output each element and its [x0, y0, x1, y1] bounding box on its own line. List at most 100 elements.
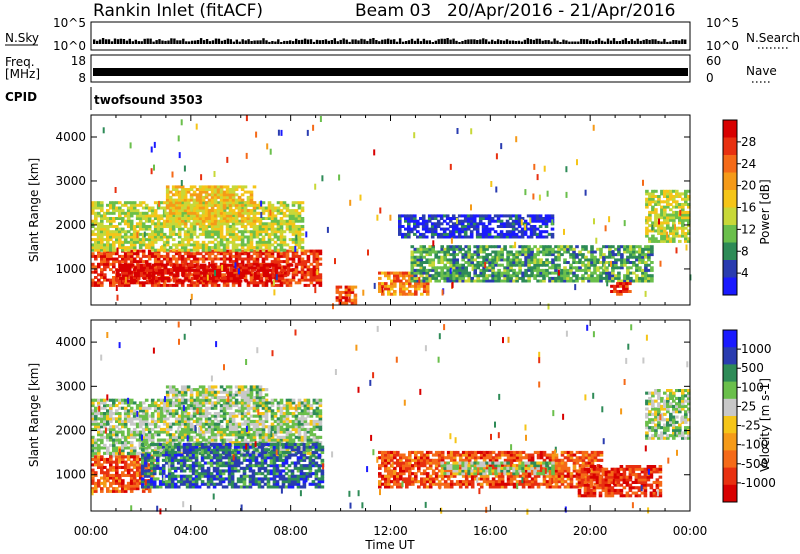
heatmap-cell — [288, 281, 293, 285]
heatmap-cell — [141, 417, 146, 421]
heatmap-cell — [129, 225, 134, 228]
heatmap-cell — [602, 271, 606, 275]
heatmap-cell — [467, 263, 471, 267]
heatmap-cell — [651, 229, 655, 233]
heatmap-cell — [675, 213, 679, 217]
heatmap-cell — [231, 185, 236, 189]
nsky-bar — [336, 41, 339, 44]
heatmap-cell — [542, 261, 546, 264]
heatmap-cell — [312, 273, 317, 277]
heatmap-cell — [201, 449, 206, 453]
heatmap-cell — [449, 263, 453, 267]
heatmap-cell — [613, 290, 617, 293]
heatmap-cell — [94, 248, 98, 252]
heatmap-cell — [560, 274, 564, 278]
heatmap-cell — [584, 266, 588, 270]
nsky-bar — [550, 41, 553, 44]
heatmap-cell — [234, 243, 239, 247]
heatmap-cell — [100, 422, 104, 426]
heatmap-cell — [150, 248, 155, 252]
heatmap-cell — [288, 209, 293, 213]
heatmap-cell — [180, 449, 185, 453]
heatmap-cell — [669, 203, 673, 206]
heatmap-cell — [168, 203, 173, 207]
heatmap-cell — [264, 230, 269, 234]
heatmap-cell — [186, 214, 191, 218]
nsky-bar — [446, 38, 449, 44]
heatmap-cell — [135, 430, 140, 434]
heatmap-cell — [288, 225, 293, 228]
heatmap-cell — [413, 250, 418, 254]
heatmap-cell — [535, 217, 540, 220]
heatmap-cell — [195, 262, 200, 266]
heatmap-cell — [241, 274, 246, 278]
heatmap-cell — [294, 219, 299, 223]
heatmap-cell — [276, 206, 281, 210]
heatmap-cell — [411, 292, 415, 296]
heatmap-cell — [201, 422, 206, 426]
heatmap-cell — [381, 282, 385, 286]
heatmap-cell — [144, 238, 149, 242]
heatmap-cell — [181, 271, 186, 275]
heatmap-cell — [228, 217, 233, 220]
heatmap-cell — [500, 250, 504, 254]
heatmap-cell — [162, 427, 167, 431]
heatmap-cell — [496, 256, 499, 263]
heatmap-cell — [165, 433, 170, 437]
nsky-bar — [461, 41, 464, 44]
heatmap-cell — [318, 252, 323, 256]
heatmap-cell — [554, 263, 558, 267]
heatmap-cell — [175, 263, 180, 267]
heatmap-cell — [506, 261, 510, 264]
heatmap-cell — [153, 217, 158, 220]
heatmap-cell — [210, 235, 215, 239]
heatmap-cell — [147, 243, 152, 247]
heatmap-cell — [297, 260, 302, 264]
heatmap-cell — [97, 246, 101, 250]
heatmap-cell — [148, 266, 153, 270]
heatmap-cell — [479, 250, 483, 254]
heatmap-cell — [262, 271, 267, 275]
heatmap-cell — [123, 422, 128, 426]
heatmap-cell — [121, 433, 125, 437]
heatmap-cell — [622, 284, 626, 288]
heatmap-cell — [523, 222, 528, 226]
heatmap-cell — [258, 219, 263, 223]
heatmap-cell — [183, 188, 188, 191]
heatmap-cell — [141, 433, 146, 437]
heatmap-cell — [100, 419, 104, 423]
heatmap-cell — [620, 261, 624, 264]
heatmap-cell — [264, 222, 269, 226]
heatmap-cell — [430, 225, 435, 228]
heatmap-cell — [461, 276, 465, 280]
heatmap-cell — [420, 282, 424, 286]
heatmap-cell — [681, 205, 685, 209]
heatmap-cell — [309, 270, 314, 274]
heatmap-cell — [279, 246, 284, 250]
heatmap-cell — [306, 249, 311, 253]
heatmap-cell — [177, 417, 182, 421]
heatmap-cell — [419, 222, 423, 226]
heatmap-cell — [384, 271, 388, 275]
heatmap-cell — [144, 425, 149, 429]
heatmap-cell — [118, 222, 122, 226]
heatmap-cell — [482, 266, 486, 270]
heatmap-cell — [168, 441, 173, 445]
heatmap-cell — [410, 266, 415, 270]
heatmap-cell — [118, 417, 122, 421]
heatmap-cell — [138, 257, 143, 261]
heatmap-cell — [494, 255, 498, 259]
nsky-bar — [179, 40, 182, 44]
heatmap-cell — [195, 257, 200, 261]
heatmap-cell — [663, 229, 667, 233]
heatmap-cell — [596, 279, 600, 283]
heatmap-cell — [106, 422, 110, 426]
heatmap-cell — [362, 289, 365, 296]
heatmap-cell — [413, 132, 416, 139]
heatmap-cell — [279, 265, 284, 269]
heatmap-cell — [180, 435, 185, 439]
heatmap-cell — [273, 219, 278, 223]
heatmap-cell — [198, 222, 203, 226]
nsky-bar — [333, 38, 336, 44]
heatmap-cell — [410, 230, 414, 234]
